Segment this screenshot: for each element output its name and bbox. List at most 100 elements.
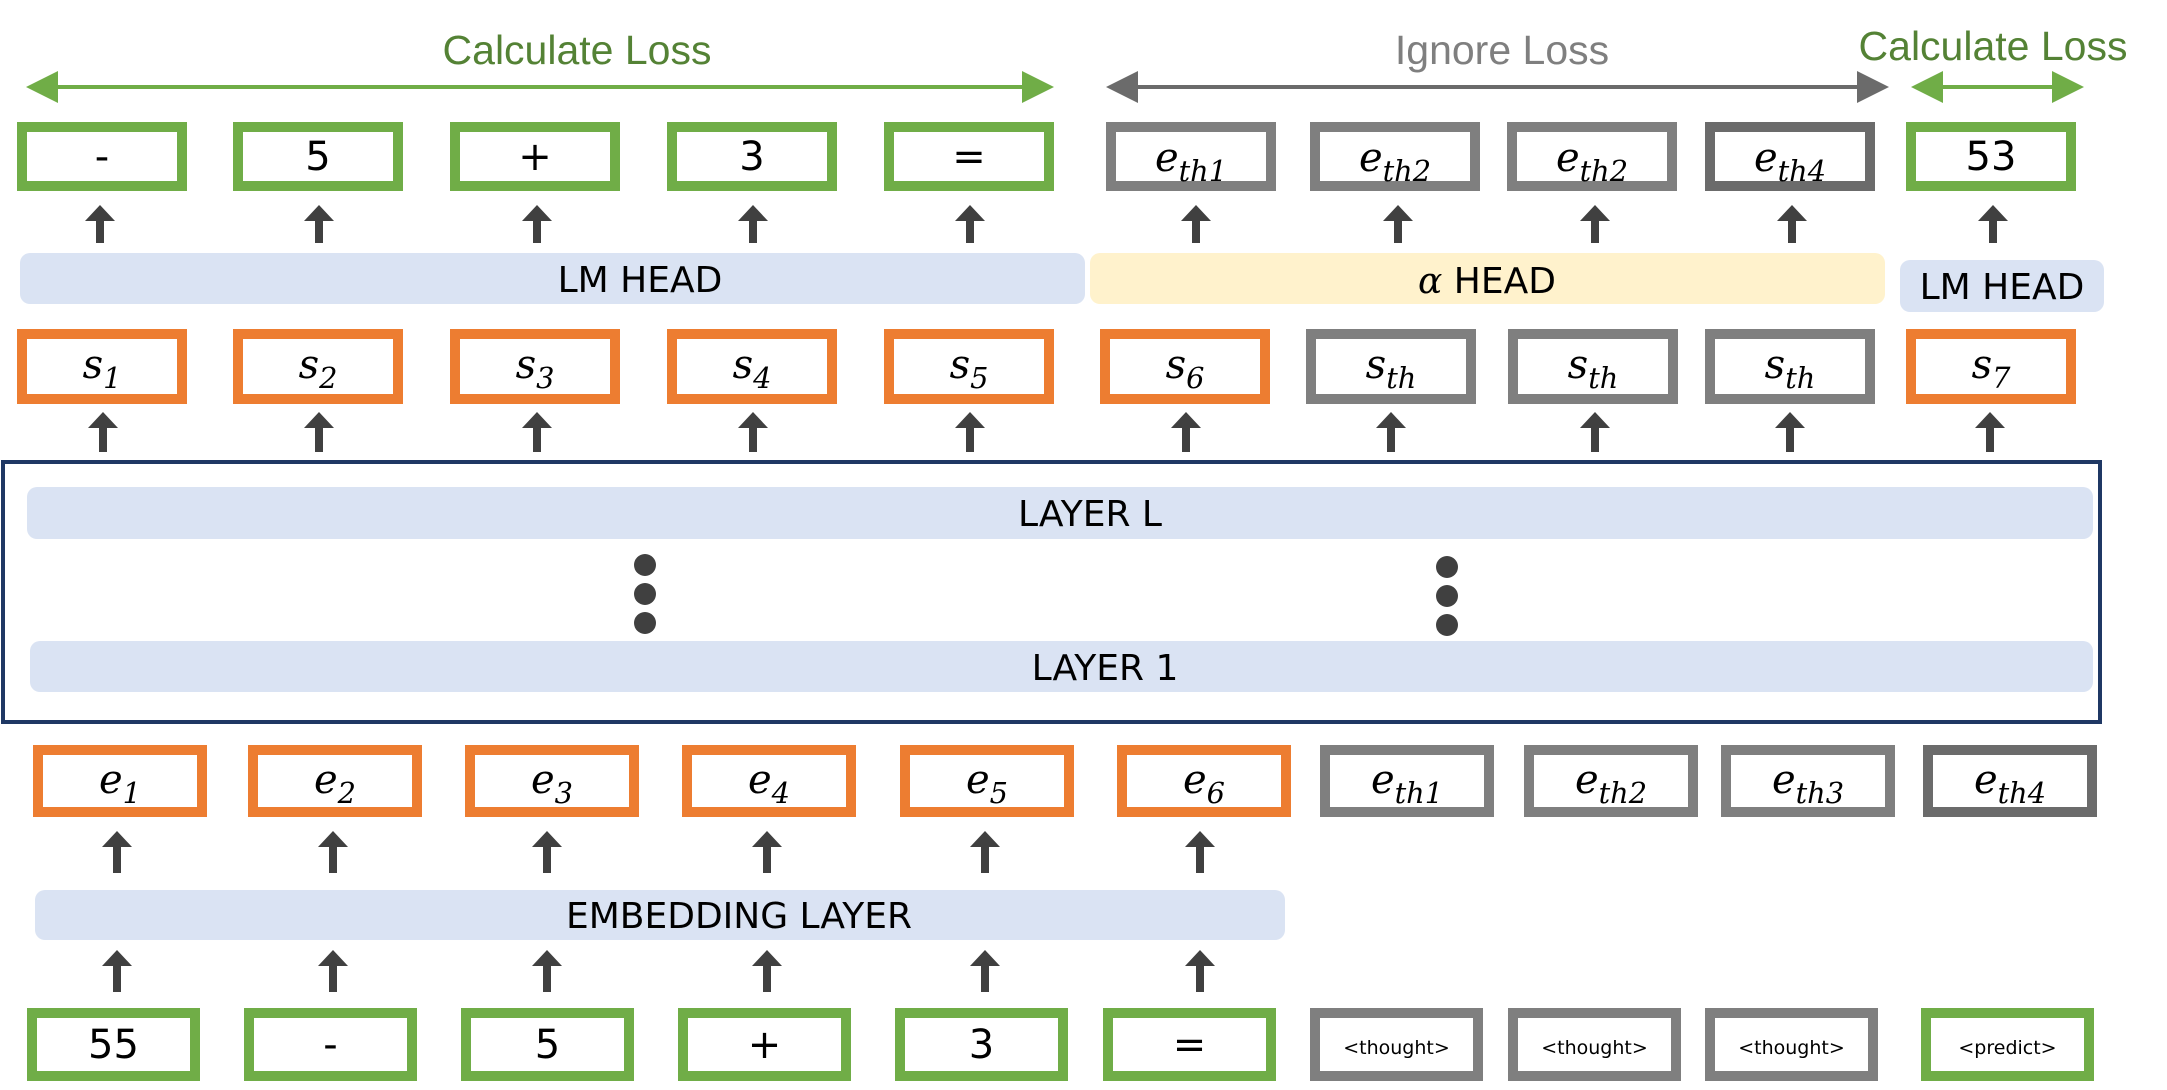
arrow-embed-layer-to-embedding-5 [970,831,1000,873]
embedding-2-base: e [314,757,338,803]
layer-1-label: LAYER 1 [1032,648,1179,689]
embedding-2-subscript: 2 [337,776,356,810]
arrow-head-to-output-5 [955,205,985,243]
output-token-6-base: e [1155,135,1179,181]
embedding-8: eth2 [1575,757,1647,810]
output-token-7-base: e [1359,135,1383,181]
output-token-9-subscript: th4 [1778,154,1826,188]
embedding-box-5 [900,745,1074,817]
output-token-5: = [952,134,986,180]
input-token-8: <thought> [1541,1037,1648,1059]
input-token-10: <predict> [1958,1037,2056,1059]
arrow-head-to-output-10 [1978,205,2008,243]
embedding-box-2 [248,745,422,817]
calculate-loss-left-label: Calculate Loss [443,27,712,73]
output-token-4: 3 [739,134,764,180]
input-token-box-2 [244,1008,417,1081]
output-token-10: 53 [1966,134,2017,180]
input-token-6: = [1173,1022,1207,1068]
input-token-box-7 [1310,1008,1483,1081]
embedding-8-subscript: th2 [1599,776,1647,810]
arrow-head-to-output-4 [738,205,768,243]
arrow-head-to-output-7 [1383,205,1413,243]
input-token-box-5 [895,1008,1068,1081]
embedding-box-10 [1923,745,2097,817]
input-token-box-3 [461,1008,634,1081]
embedding-7-base: e [1371,757,1395,803]
input-token-box-6 [1103,1008,1276,1081]
embedding-10-base: e [1974,757,1998,803]
output-token-box-5 [884,122,1054,191]
hidden-state-box-4 [667,329,837,404]
hidden-state-box-7 [1306,329,1476,404]
embedding-box-4 [682,745,856,817]
calculate-loss-right-label: Calculate Loss [1859,23,2128,69]
embedding-6-subscript: 6 [1207,776,1225,810]
output-token-6: eth1 [1155,135,1227,188]
lm-head-right-bar [1900,260,2104,312]
arrow-head-to-output-8 [1580,205,1610,243]
output-token-box-3 [450,122,620,191]
output-token-box-10 [1906,122,2076,191]
output-token-8-subscript: th2 [1580,154,1628,188]
hidden-state-1-base: s [83,342,104,388]
embedding-4: e4 [748,757,790,810]
arrow-layers-to-state-4 [738,412,768,452]
alpha-head-bar [1090,253,1885,304]
transformer-layers-frame [1,460,2102,724]
ellipsis-right [1436,556,1458,636]
embedding-1: e1 [99,757,141,810]
output-token-8-base: e [1556,135,1580,181]
hidden-state-3: s3 [516,342,555,395]
output-token-box-8 [1507,122,1677,191]
arrow-input-to-embed-layer-3 [532,950,562,992]
embedding-7-subscript: th1 [1395,776,1443,810]
arrow-layers-to-state-3 [522,412,552,452]
embedding-5: e5 [966,757,1008,810]
lm-head-left-bar [20,253,1085,304]
hidden-state-6: s6 [1166,342,1205,395]
embedding-9-base: e [1772,757,1796,803]
hidden-state-box-8 [1508,329,1678,404]
embedding-6: e6 [1183,757,1225,810]
embedding-box-8 [1524,745,1698,817]
hidden-state-box-5 [884,329,1054,404]
ellipsis-left [634,554,656,634]
embedding-2: e2 [314,757,356,810]
input-token-5: 3 [969,1022,994,1068]
layer-1-bar [30,641,2093,692]
output-token-9-base: e [1754,135,1778,181]
embedding-5-base: e [966,757,990,803]
arrow-head-to-output-2 [304,205,334,243]
hidden-state-box-6 [1100,329,1270,404]
hidden-state-3-base: s [516,342,537,388]
output-token-1: - [95,134,109,180]
layer-l-bar [27,487,2093,539]
ignore-loss-label: Ignore Loss [1395,27,1609,73]
hidden-state-1: s1 [83,342,122,395]
lm-head-right-label: LM HEAD [1920,267,2085,308]
alpha-head-label: α HEAD [1418,261,1556,302]
embedding-8-base: e [1575,757,1599,803]
hidden-state-7: sth [1366,342,1417,395]
arrow-embed-layer-to-embedding-2 [318,831,348,873]
embedding-1-subscript: 1 [123,776,141,810]
output-token-box-7 [1310,122,1480,191]
hidden-state-6-subscript: 6 [1186,361,1204,395]
output-token-2: 5 [305,134,330,180]
embedding-layer-bar [35,890,1285,940]
hidden-state-7-subscript: th [1386,361,1416,395]
hidden-state-5-subscript: 5 [970,361,988,395]
arrow-layers-to-state-1 [88,412,118,452]
hidden-state-box-1 [17,329,187,404]
arrow-head-to-output-9 [1777,205,1807,243]
hidden-state-8-subscript: th [1588,361,1618,395]
embedding-6-base: e [1183,757,1207,803]
embedding-4-subscript: 4 [771,776,790,810]
embedding-10: eth4 [1974,757,2046,810]
output-token-box-6 [1106,122,1276,191]
input-token-9: <thought> [1738,1037,1845,1059]
embedding-layer-label: EMBEDDING LAYER [566,896,912,937]
